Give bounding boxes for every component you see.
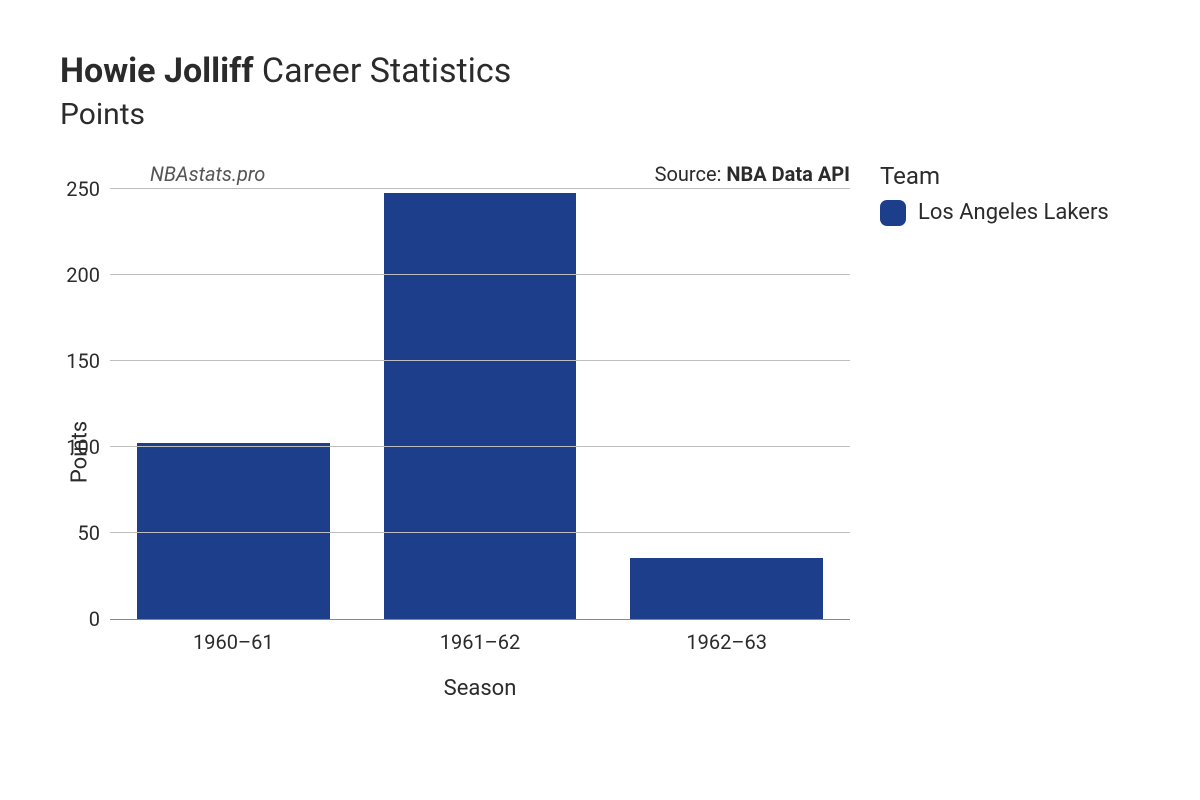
x-ticks: 1960–611961–621962–63 bbox=[110, 630, 850, 654]
legend-title: Team bbox=[880, 162, 1109, 190]
bars-group bbox=[110, 190, 850, 619]
y-tick-label: 150 bbox=[60, 349, 110, 373]
source-prefix: Source: bbox=[655, 162, 727, 186]
gridline bbox=[110, 360, 850, 361]
x-axis-label: Season bbox=[110, 676, 850, 701]
chart-container: Howie Jolliff Career Statistics Points P… bbox=[0, 0, 1200, 800]
chart-body: Points NBAstats.pro Source: NBA Data API… bbox=[60, 162, 1140, 742]
title-rest: Career Statistics bbox=[254, 51, 512, 91]
y-tick-label: 0 bbox=[60, 607, 110, 631]
x-tick-label: 1962–63 bbox=[603, 630, 850, 654]
gridline bbox=[110, 274, 850, 275]
x-tick-label: 1961–62 bbox=[357, 630, 604, 654]
legend-items: Los Angeles Lakers bbox=[880, 200, 1109, 226]
bar-slot bbox=[357, 190, 604, 619]
bar-slot bbox=[603, 190, 850, 619]
gridline bbox=[110, 446, 850, 447]
gridline bbox=[110, 188, 850, 189]
y-tick-label: 50 bbox=[60, 521, 110, 545]
title-bold: Howie Jolliff bbox=[60, 51, 254, 91]
y-tick-label: 100 bbox=[60, 435, 110, 459]
chart-subtitle: Points bbox=[60, 95, 1140, 134]
y-tick-label: 250 bbox=[60, 177, 110, 201]
gridline bbox=[110, 532, 850, 533]
legend-label: Los Angeles Lakers bbox=[918, 200, 1109, 225]
legend-swatch bbox=[880, 200, 906, 226]
y-tick-label: 200 bbox=[60, 263, 110, 287]
legend-item: Los Angeles Lakers bbox=[880, 200, 1109, 226]
annotation-row: NBAstats.pro Source: NBA Data API bbox=[110, 162, 850, 190]
plot-area: 050100150200250 bbox=[110, 190, 850, 620]
source-attribution: Source: NBA Data API bbox=[655, 162, 850, 186]
source-name: NBA Data API bbox=[726, 162, 850, 186]
plot-column: Points NBAstats.pro Source: NBA Data API… bbox=[110, 162, 850, 742]
x-tick-label: 1960–61 bbox=[110, 630, 357, 654]
bar bbox=[630, 558, 822, 618]
bar-slot bbox=[110, 190, 357, 619]
chart-title: Howie Jolliff Career Statistics bbox=[60, 50, 1140, 93]
legend: Team Los Angeles Lakers bbox=[880, 162, 1109, 742]
watermark-text: NBAstats.pro bbox=[150, 162, 265, 186]
bar bbox=[384, 193, 576, 619]
